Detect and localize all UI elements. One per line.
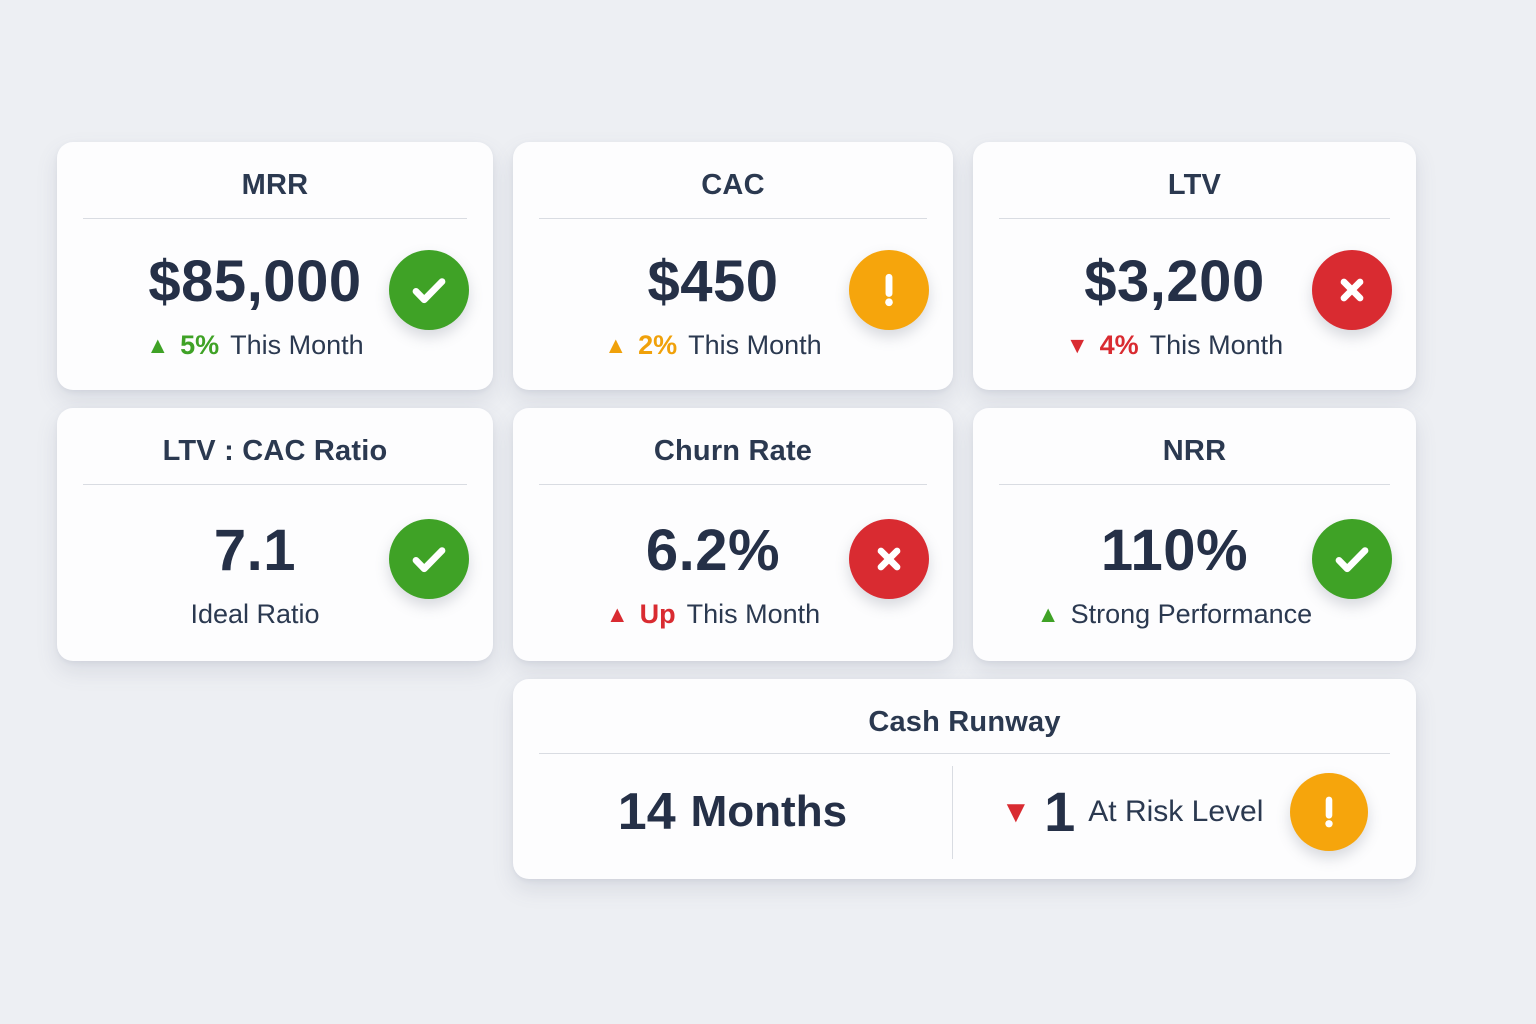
delta-label: This Month: [1149, 330, 1284, 360]
card-title: Churn Rate: [653, 435, 813, 467]
check-icon: [412, 546, 446, 572]
check-icon: [1335, 546, 1369, 572]
card-title: NRR: [1162, 435, 1227, 467]
status-badge: [1312, 250, 1392, 330]
divider: [539, 218, 927, 219]
metric-value: $3,200: [1084, 249, 1265, 314]
divider: [999, 218, 1390, 219]
kpi-card-nrr: NRR 110% ▲ Strong Performance: [973, 408, 1416, 661]
months-unit: Months: [690, 786, 848, 836]
triangle-up-icon: ▲: [146, 332, 170, 358]
cross-icon: [1340, 278, 1364, 302]
delta-label: Ideal Ratio: [190, 598, 320, 629]
card-body: 110% ▲ Strong Performance: [973, 485, 1416, 661]
card-title: LTV : CAC Ratio: [162, 435, 388, 467]
metric-trend: ▲ Strong Performance: [1037, 599, 1312, 630]
metric-value: 110%: [1100, 517, 1249, 583]
triangle-up-icon: ▲: [604, 332, 628, 358]
metric-value: 6.2%: [645, 517, 781, 583]
card-title: LTV: [1167, 169, 1222, 201]
card-body: $3,200 ▼ 4% This Month: [973, 219, 1416, 390]
card-title: Cash Runway: [868, 706, 1061, 738]
divider: [539, 484, 927, 485]
status-badge: [389, 518, 469, 599]
delta-value: 5%: [180, 330, 220, 360]
metric-trend: ▼ 4% This Month: [1066, 330, 1283, 361]
status-badge: [1312, 518, 1392, 599]
status-badge: [389, 250, 469, 330]
risk-value: 1: [1044, 780, 1076, 843]
kpi-card-ltv-cac-ratio: LTV : CAC Ratio 7.1 Ideal Ratio: [57, 408, 493, 661]
check-icon: [412, 278, 446, 304]
metric-trend: Ideal Ratio: [190, 599, 319, 630]
divider: [539, 753, 1390, 754]
kpi-card-mrr: MRR $85,000 ▲ 5% This Month: [57, 142, 493, 390]
delta-value: 4%: [1099, 330, 1139, 360]
triangle-down-icon: ▼: [1065, 332, 1089, 358]
metric-trend: ▲ Up This Month: [606, 599, 820, 630]
divider: [999, 484, 1390, 485]
months-value: 14: [617, 782, 676, 841]
kpi-card-cac: CAC $450 ▲ 2% This Month: [513, 142, 953, 390]
kpi-card-churn-rate: Churn Rate 6.2% ▲ Up This Month: [513, 408, 953, 661]
metric-trend: ▲ 2% This Month: [604, 330, 821, 361]
kpi-card-ltv: LTV $3,200 ▼ 4% This Month: [973, 142, 1416, 390]
vertical-divider: [951, 766, 953, 859]
card-body: 6.2% ▲ Up This Month: [513, 485, 953, 661]
kpi-card-cash-runway: Cash Runway 14 Months ▼ 1 At Risk Level: [513, 679, 1416, 879]
delta-value: Up: [639, 598, 676, 629]
metric-value: $450: [647, 249, 779, 314]
exclamation-icon: [885, 273, 893, 307]
card-title: MRR: [241, 169, 309, 201]
delta-label: This Month: [230, 330, 364, 360]
card-body: 14 Months ▼ 1 At Risk Level: [513, 754, 1416, 879]
status-badge: [849, 250, 929, 330]
triangle-up-icon: ▲: [605, 600, 629, 627]
card-title: CAC: [701, 169, 765, 201]
delta-label: This Month: [688, 330, 822, 360]
metric-value: $85,000: [148, 249, 362, 314]
triangle-down-icon: ▼: [1000, 794, 1032, 829]
cross-icon: [877, 547, 901, 570]
exclamation-icon: [1325, 796, 1334, 827]
metric-value: 7.1: [213, 517, 297, 583]
risk-label: At Risk Level: [1088, 794, 1264, 828]
kpi-grid: MRR $85,000 ▲ 5% This Month CAC $450 ▲ 2…: [57, 142, 1416, 879]
metric-trend: ▲ 5% This Month: [146, 330, 363, 361]
divider: [83, 218, 467, 219]
delta-value: 2%: [638, 330, 678, 360]
warning-badge: [1290, 772, 1369, 851]
runway-months: 14 Months: [513, 754, 952, 879]
card-body: 7.1 Ideal Ratio: [57, 485, 493, 661]
delta-label: This Month: [686, 598, 821, 629]
delta-label: Strong Performance: [1070, 598, 1313, 629]
card-body: $85,000 ▲ 5% This Month: [57, 219, 493, 390]
card-body: $450 ▲ 2% This Month: [513, 219, 953, 390]
divider: [83, 484, 467, 485]
runway-risk: ▼ 1 At Risk Level: [953, 754, 1416, 879]
triangle-up-icon: ▲: [1036, 600, 1060, 627]
status-badge: [849, 518, 929, 599]
